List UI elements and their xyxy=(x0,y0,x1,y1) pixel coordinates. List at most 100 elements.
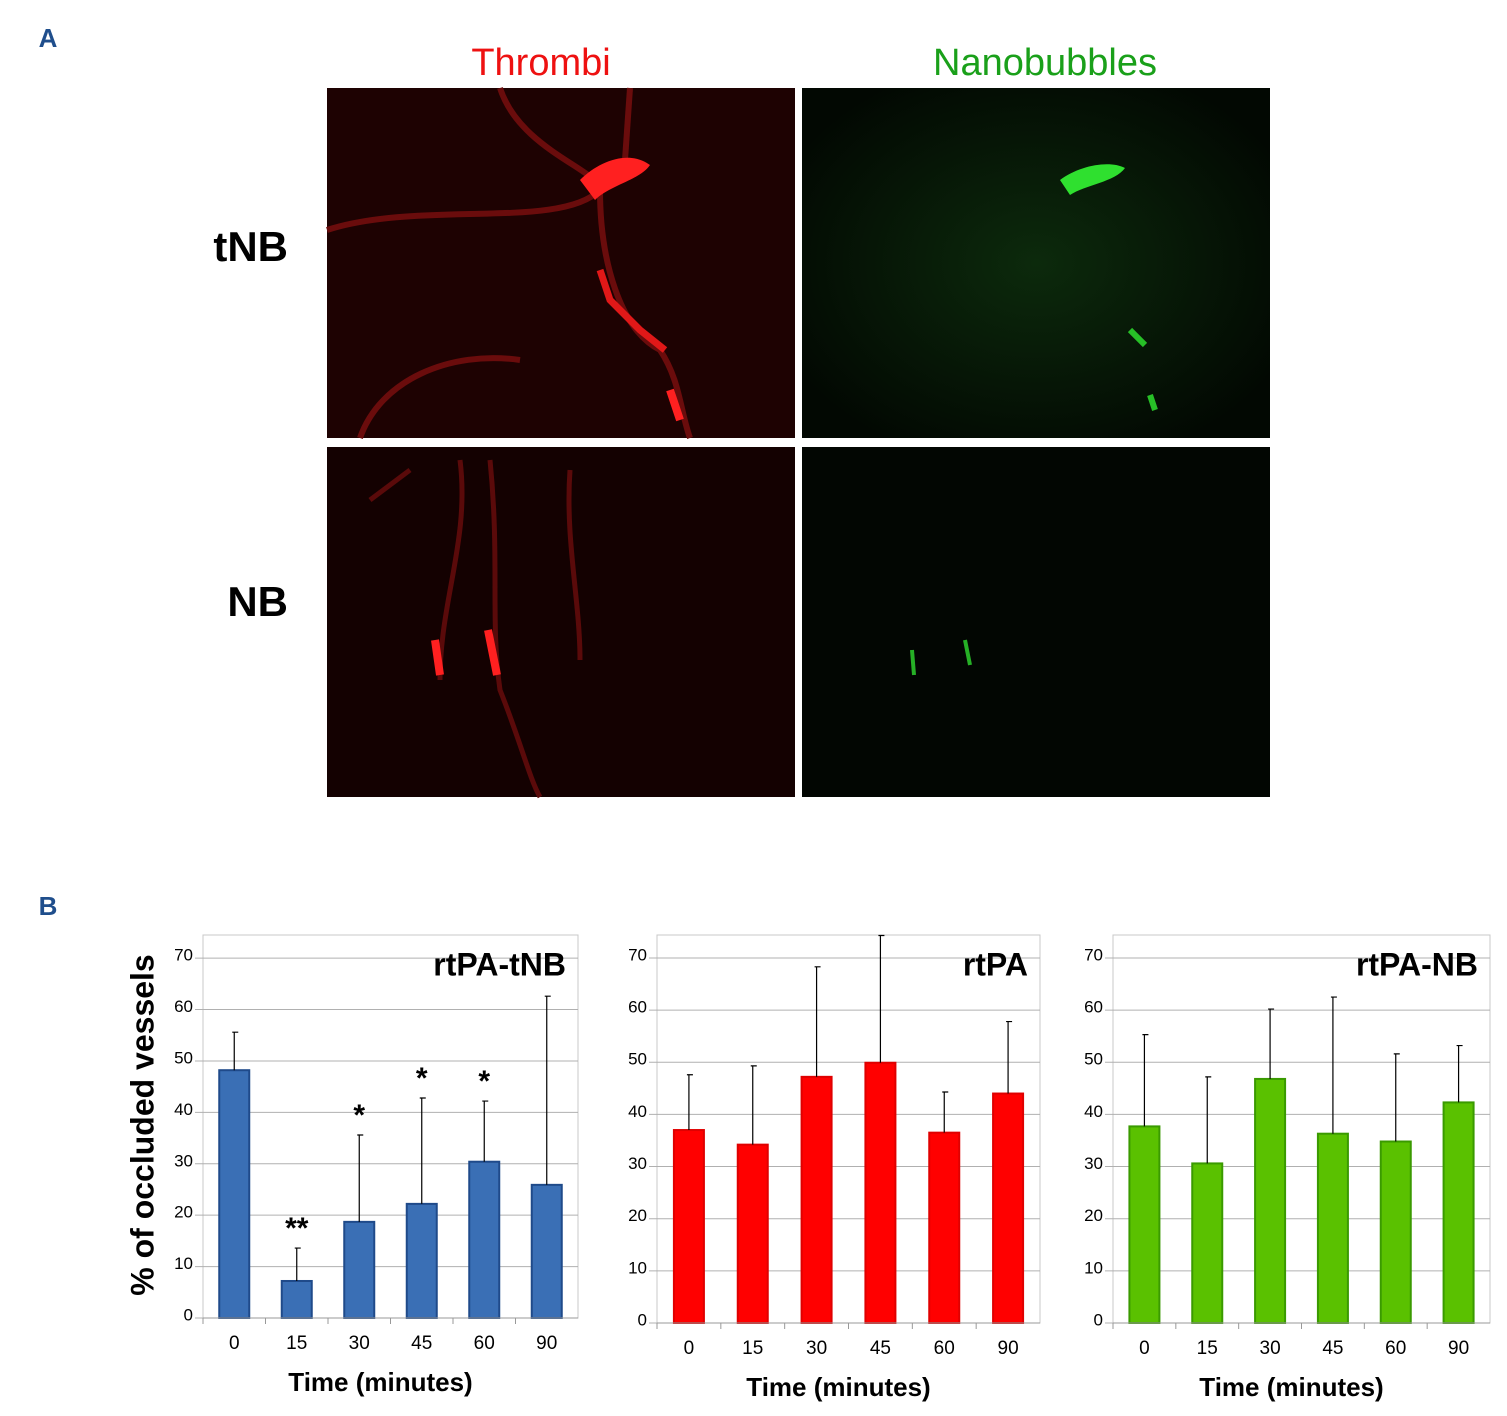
chart-title: rtPA-tNB xyxy=(433,946,566,982)
thrombus xyxy=(596,268,668,353)
x-tick-label: 15 xyxy=(742,1338,763,1359)
error-bar xyxy=(544,995,551,1185)
error-bar xyxy=(419,1097,426,1204)
micrographs xyxy=(326,87,1270,799)
bar xyxy=(468,1160,501,1320)
thrombus xyxy=(666,388,684,422)
column-title: Thrombi xyxy=(471,42,610,84)
bar xyxy=(1191,1162,1224,1324)
nanobubble-signal xyxy=(1127,327,1158,411)
significance: ** xyxy=(285,1212,309,1245)
error-bar xyxy=(1268,1008,1275,1079)
y-tick-label: 10 xyxy=(628,1258,647,1277)
x-axis-label: Time (minutes) xyxy=(1199,1372,1383,1402)
vessels xyxy=(326,87,693,440)
y-tick-label: 70 xyxy=(174,946,193,965)
x-axis-label: Time (minutes) xyxy=(288,1367,472,1397)
panel-label: A xyxy=(39,23,58,53)
significance: * xyxy=(478,1065,490,1098)
y-tick-label: 60 xyxy=(174,997,193,1016)
bar xyxy=(343,1220,376,1319)
bar xyxy=(280,1279,313,1319)
y-tick-label: 0 xyxy=(1094,1310,1103,1329)
x-tick-label: 45 xyxy=(1322,1338,1343,1359)
error-bar xyxy=(232,1031,239,1071)
y-tick-label: 30 xyxy=(174,1151,193,1170)
error-bar xyxy=(1205,1076,1212,1164)
error-bar xyxy=(942,1091,949,1133)
thrombus xyxy=(431,629,501,676)
error-bar xyxy=(686,1074,693,1131)
error-bar xyxy=(1456,1044,1463,1103)
y-tick-label: 50 xyxy=(174,1048,193,1067)
panel-label: B xyxy=(39,891,58,921)
x-tick-label: 15 xyxy=(286,1333,307,1354)
y-tick-label: 40 xyxy=(174,1100,193,1119)
error-bar xyxy=(1142,1034,1149,1127)
x-tick-label: 45 xyxy=(411,1333,432,1354)
image-thrombi-nb xyxy=(327,447,795,797)
bar xyxy=(1128,1125,1161,1324)
image-nanobubbles-nb xyxy=(802,447,1270,797)
bar xyxy=(218,1069,251,1319)
y-tick-label: 40 xyxy=(628,1102,647,1121)
bar xyxy=(405,1202,438,1319)
bar xyxy=(1379,1140,1412,1324)
y-tick-label: 40 xyxy=(1084,1102,1103,1121)
y-tick-label: 0 xyxy=(638,1310,647,1329)
bar xyxy=(1442,1101,1475,1324)
x-tick-label: 30 xyxy=(1260,1338,1281,1359)
bar xyxy=(864,1061,897,1324)
y-tick-label: 60 xyxy=(1084,998,1103,1017)
y-tick-label: 30 xyxy=(628,1154,647,1173)
error-bar xyxy=(750,1065,757,1145)
significance: * xyxy=(416,1062,428,1095)
nanobubble-signal xyxy=(910,639,972,676)
error-bar xyxy=(294,1247,301,1281)
y-tick-label: 10 xyxy=(1084,1258,1103,1277)
bar xyxy=(736,1143,769,1324)
y-tick-label: 60 xyxy=(628,998,647,1017)
y-tick-label: 20 xyxy=(628,1206,647,1225)
bar xyxy=(800,1075,833,1325)
image-nanobubbles-tnb xyxy=(802,88,1270,438)
column-title: Nanobubbles xyxy=(933,42,1157,84)
row-label: NB xyxy=(227,578,288,625)
x-tick-label: 90 xyxy=(1448,1338,1469,1359)
error-bar xyxy=(357,1134,364,1222)
plot-frame xyxy=(202,934,579,1319)
nanobubble-signal xyxy=(1060,164,1125,195)
x-tick-label: 90 xyxy=(536,1333,557,1354)
charts: 0 10 20 30 40 50 60 70 0 15 ** 30 * 45 * 60 * 90 rtPA-tNB T… xyxy=(124,934,1491,1402)
plot-frame xyxy=(1112,934,1491,1324)
bar xyxy=(530,1183,563,1319)
x-tick-label: 90 xyxy=(998,1338,1019,1359)
y-tick-label: 70 xyxy=(628,945,647,964)
x-tick-label: 0 xyxy=(684,1338,695,1359)
chart-title: rtPA xyxy=(963,946,1028,982)
x-tick-label: 60 xyxy=(1385,1338,1406,1359)
error-bar xyxy=(878,934,885,1063)
y-tick-label: 50 xyxy=(1084,1050,1103,1069)
error-bar xyxy=(1330,996,1337,1134)
x-tick-label: 30 xyxy=(349,1333,370,1354)
bar xyxy=(1254,1077,1287,1324)
y-axis-label: % of occluded vessels xyxy=(124,954,160,1295)
row-label: tNB xyxy=(213,223,288,270)
error-bar xyxy=(482,1100,489,1162)
x-tick-label: 15 xyxy=(1197,1338,1218,1359)
error-bar xyxy=(1006,1020,1013,1094)
significance: * xyxy=(353,1099,365,1132)
x-tick-label: 45 xyxy=(870,1338,891,1359)
plot-frame xyxy=(656,934,1041,1324)
y-tick-label: 10 xyxy=(174,1254,193,1273)
x-tick-label: 0 xyxy=(229,1333,240,1354)
thrombus xyxy=(580,157,650,200)
error-bar xyxy=(814,966,821,1077)
y-tick-label: 50 xyxy=(628,1050,647,1069)
chart-title: rtPA-NB xyxy=(1356,946,1478,982)
x-axis-label: Time (minutes) xyxy=(746,1372,930,1402)
x-tick-label: 60 xyxy=(934,1338,955,1359)
bar xyxy=(928,1131,961,1324)
